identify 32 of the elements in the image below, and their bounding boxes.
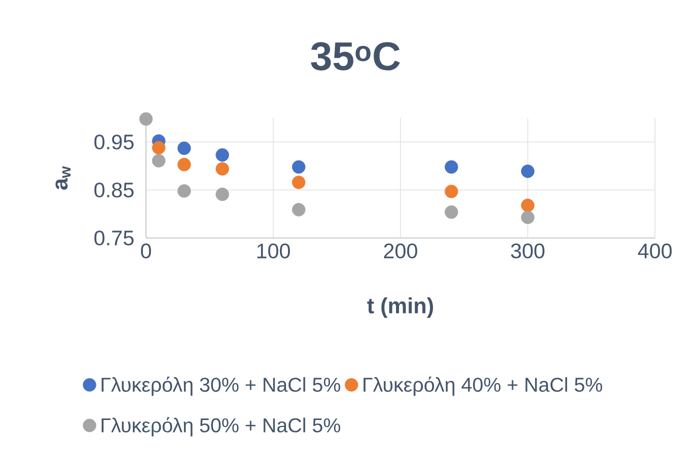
point xyxy=(521,210,534,224)
x-tick-label: 300 xyxy=(511,244,544,258)
point xyxy=(152,154,166,168)
point xyxy=(139,112,153,126)
point xyxy=(292,176,306,190)
point xyxy=(292,202,306,216)
point xyxy=(444,184,458,198)
point xyxy=(521,198,534,212)
point xyxy=(216,148,230,162)
x-tick-label: 100 xyxy=(257,244,290,258)
point xyxy=(177,158,191,172)
y-tick-label: 0.75 xyxy=(94,230,134,246)
x-tick-label: 200 xyxy=(384,244,418,258)
x-axis-title: t (min) xyxy=(367,297,433,318)
chart-title: 35$^{o}$C xyxy=(310,42,400,70)
legend-label: Γλυκερόλη 30% + NaCl 5% xyxy=(102,376,340,396)
point xyxy=(152,141,166,154)
y-axis-title: a$_{w}$ xyxy=(56,166,71,190)
y-tick-label: 0.85 xyxy=(94,182,134,198)
point xyxy=(177,184,191,198)
point xyxy=(444,160,458,174)
legend-label: Γλυκερόλη 40% + NaCl 5% xyxy=(364,376,602,396)
y-tick-label: 0.95 xyxy=(94,134,134,150)
x-tick-label: 400 xyxy=(638,244,672,258)
legend-label: Γλυκερόλη 50% + NaCl 5% xyxy=(102,417,340,436)
point xyxy=(177,142,191,155)
point xyxy=(216,188,230,202)
point xyxy=(444,205,458,219)
point xyxy=(216,162,230,176)
point xyxy=(292,160,306,174)
point xyxy=(521,164,534,178)
x-tick-label: 0 xyxy=(140,244,152,258)
